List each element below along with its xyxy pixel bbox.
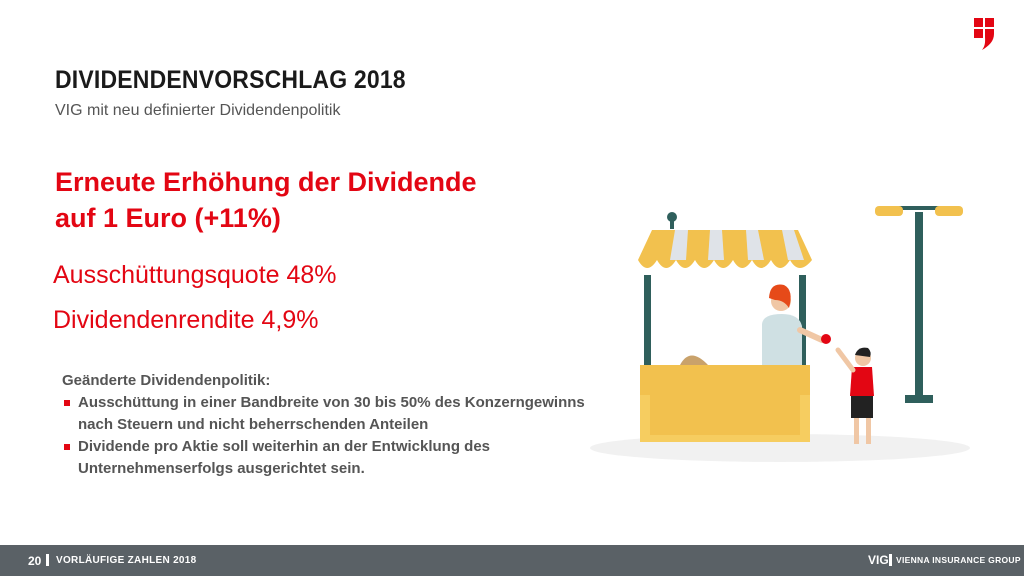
market-stall-illustration (590, 206, 970, 462)
page-number: 20 (28, 554, 42, 568)
policy-bullet-text: Ausschüttung in einer Bandbreite von 30 … (78, 394, 585, 433)
page-subtitle: VIG mit neu definierter Dividendenpoliti… (55, 102, 341, 119)
dividend-yield-metric: Dividendenrendite 4,9% (53, 306, 319, 334)
policy-bullet: Dividende pro Aktie soll weiterhin an de… (62, 436, 618, 480)
headline-line-2: auf 1 Euro (+11%) (55, 203, 281, 233)
footer-brand-separator (889, 554, 892, 566)
policy-heading: Geänderte Dividendenpolitik: (62, 372, 271, 389)
footer-brand-short: VIG (868, 553, 889, 567)
dividend-policy-box: Geänderte Dividendenpolitik: Ausschüttun… (62, 370, 618, 480)
headline: Erneute Erhöhung der Dividende auf 1 Eur… (55, 164, 477, 236)
footer-bar: 20 VORLÄUFIGE ZAHLEN 2018 VIG VIENNA INS… (0, 545, 1024, 576)
payout-ratio-metric: Ausschüttungsquote 48% (53, 261, 337, 289)
footer-brand-full: VIENNA INSURANCE GROUP (896, 555, 1021, 565)
policy-bullet: Ausschüttung in einer Bandbreite von 30 … (62, 392, 618, 436)
page-title: DIVIDENDENVORSCHLAG 2018 (55, 66, 406, 94)
vig-logo-icon (974, 18, 994, 50)
policy-bullet-text: Dividende pro Aktie soll weiterhin an de… (78, 438, 491, 477)
footer-label: VORLÄUFIGE ZAHLEN 2018 (56, 555, 197, 566)
headline-line-1: Erneute Erhöhung der Dividende (55, 167, 477, 197)
bullet-square-icon (64, 400, 70, 406)
bullet-square-icon (64, 444, 70, 450)
footer-separator (46, 554, 49, 566)
